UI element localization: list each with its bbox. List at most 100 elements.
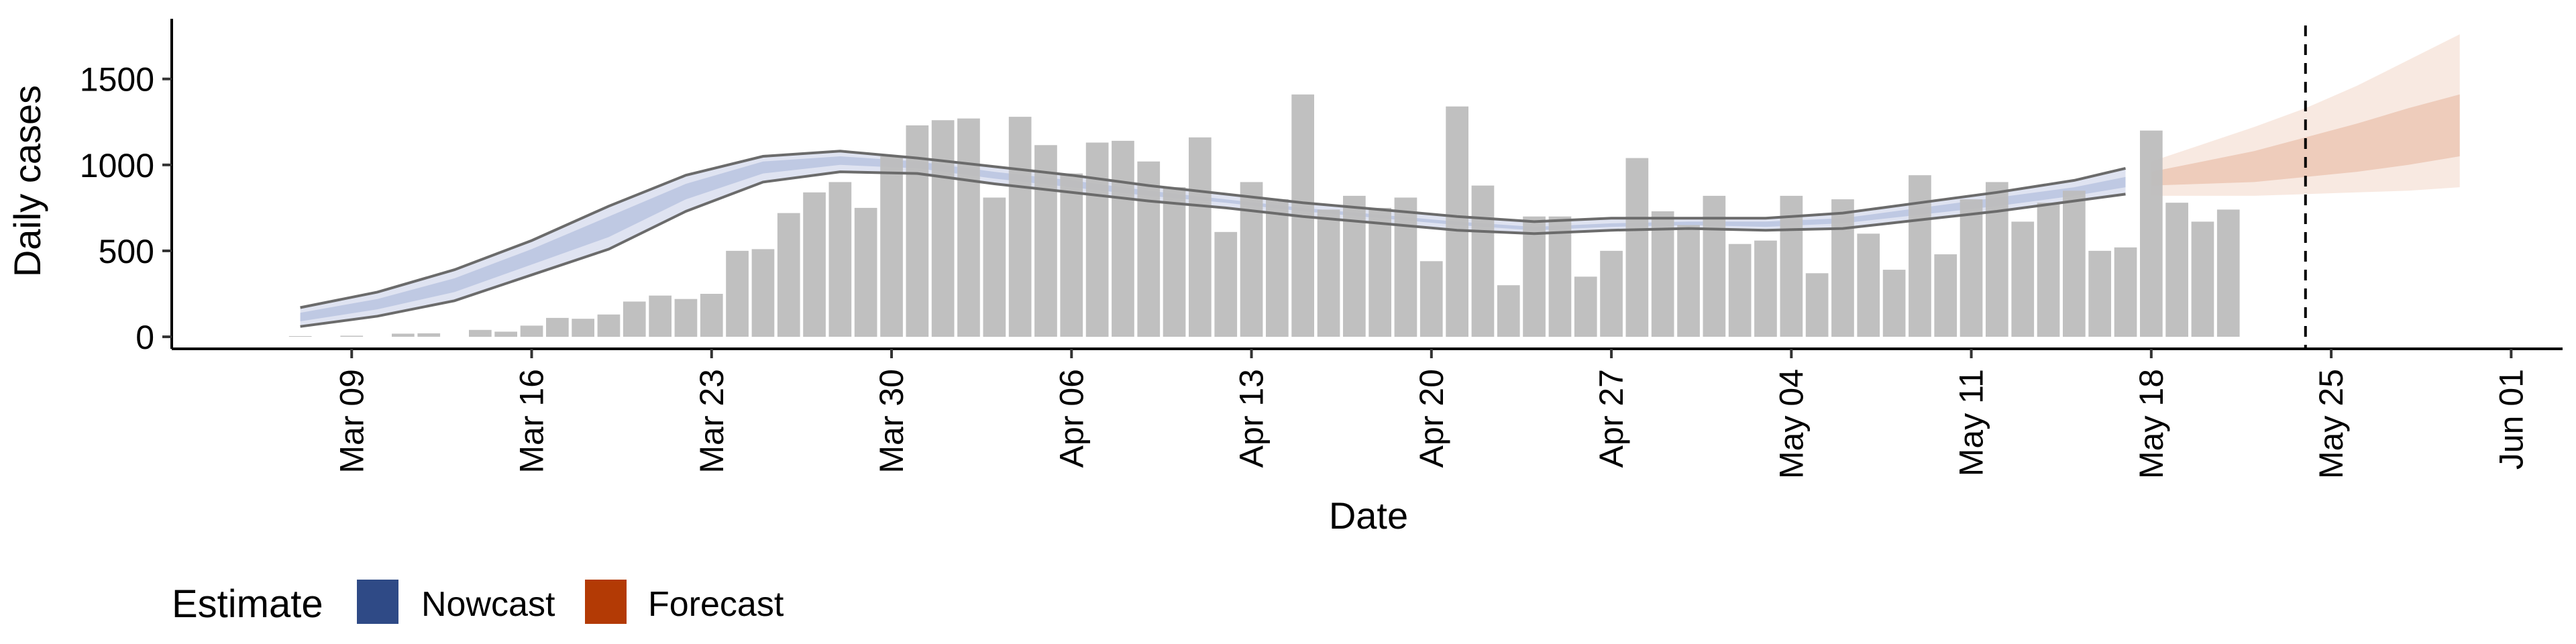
bar: [2011, 221, 2035, 337]
nowcast-lower-line: [300, 170, 2126, 328]
x-tick-label: Mar 30: [873, 369, 910, 474]
bar: [340, 335, 364, 337]
bar: [1394, 197, 1417, 337]
bar: [1960, 199, 1983, 337]
bar: [1266, 199, 1289, 337]
bar: [1163, 187, 1186, 337]
x-tick-label: Apr 20: [1413, 369, 1450, 468]
legend-label-nowcast: Nowcast: [421, 585, 555, 624]
bar: [494, 331, 517, 337]
bar: [674, 299, 698, 337]
bar: [854, 207, 877, 337]
bar: [1600, 250, 1623, 337]
y-tick-label: 1500: [80, 61, 154, 99]
bar: [2037, 203, 2060, 337]
bar: [726, 250, 749, 337]
legend: Estimate Nowcast Forecast: [172, 580, 784, 626]
bar: [288, 336, 312, 337]
bar: [572, 319, 594, 337]
x-tick-label: Jun 01: [2492, 369, 2530, 470]
x-tick-label: Mar 23: [693, 369, 731, 474]
y-tick-label: 500: [99, 233, 154, 270]
bar: [931, 120, 955, 337]
bar: [1625, 158, 1649, 337]
bar: [2114, 247, 2137, 337]
bar: [700, 294, 723, 337]
bar: [1986, 182, 2008, 337]
bar: [751, 249, 775, 337]
bar: [1085, 142, 1109, 337]
bar: [623, 301, 646, 337]
y-tick-label: 0: [136, 319, 154, 356]
x-tick-label: Mar 16: [513, 369, 551, 474]
x-tick-label: May 04: [1772, 369, 1810, 479]
bar: [1471, 185, 1495, 337]
bar: [392, 333, 415, 337]
bar: [1446, 106, 1468, 337]
bar: [1574, 276, 1597, 337]
bar: [469, 329, 492, 337]
bar: [777, 213, 800, 337]
bar: [546, 317, 569, 337]
bar: [649, 295, 672, 337]
y-axis-title: Daily cases: [6, 85, 48, 277]
bar: [1497, 285, 1520, 337]
bar: [1780, 195, 1803, 337]
bar: [2165, 203, 2188, 337]
bar: [417, 333, 441, 337]
bar: [1368, 207, 1391, 337]
bar: [1728, 244, 1752, 337]
bars-layer: [288, 94, 2240, 337]
bar: [1189, 137, 1212, 337]
bar: [1805, 273, 1829, 337]
legend-swatch-forecast: [585, 580, 627, 624]
bar: [1651, 211, 1674, 337]
bar: [1523, 216, 1546, 337]
x-tick-label: Apr 13: [1233, 369, 1271, 468]
bar: [1882, 270, 1906, 337]
bar: [828, 182, 852, 337]
bar: [983, 197, 1006, 337]
bar: [2140, 130, 2163, 337]
bar: [803, 192, 826, 337]
bar: [1419, 261, 1443, 337]
bar: [1317, 209, 1340, 337]
bar: [2063, 191, 2086, 337]
bar: [1857, 233, 1880, 337]
nowcast-interval-lines: [300, 150, 2126, 328]
bar: [1909, 175, 1931, 337]
bar: [1214, 231, 1238, 337]
bar: [2191, 221, 2214, 337]
bar: [1112, 140, 1134, 337]
legend-label-forecast: Forecast: [648, 585, 784, 624]
bar: [957, 118, 980, 337]
bar: [2088, 250, 2111, 337]
bar: [1677, 225, 1700, 337]
bar: [1548, 216, 1572, 337]
x-tick-label: Mar 09: [333, 369, 370, 474]
bar: [880, 156, 903, 337]
bar: [520, 325, 543, 337]
x-tick-label: May 18: [2133, 369, 2170, 479]
legend-swatch-nowcast: [357, 580, 398, 624]
bar: [1343, 195, 1366, 337]
bar: [1008, 117, 1032, 337]
bar: [1831, 199, 1854, 337]
bar: [1934, 254, 1957, 337]
nowcast-upper-line: [300, 150, 2126, 309]
x-axis-title: Date: [1329, 494, 1408, 537]
bar: [1754, 240, 1777, 337]
x-tick-label: May 25: [2312, 369, 2350, 479]
bar: [906, 125, 929, 337]
bar: [1034, 145, 1057, 337]
bar: [1137, 161, 1161, 337]
x-tick-label: May 11: [1953, 369, 1990, 476]
bar: [597, 314, 621, 337]
x-tick-label: Apr 06: [1053, 369, 1090, 468]
bar: [2216, 209, 2240, 337]
legend-title: Estimate: [172, 582, 323, 626]
bar: [1060, 173, 1083, 337]
axes: 0 500 1000 1500 Mar 09 Mar 16 Mar 23 Mar 30 Apr …: [80, 19, 2563, 479]
bar: [1240, 182, 1263, 337]
